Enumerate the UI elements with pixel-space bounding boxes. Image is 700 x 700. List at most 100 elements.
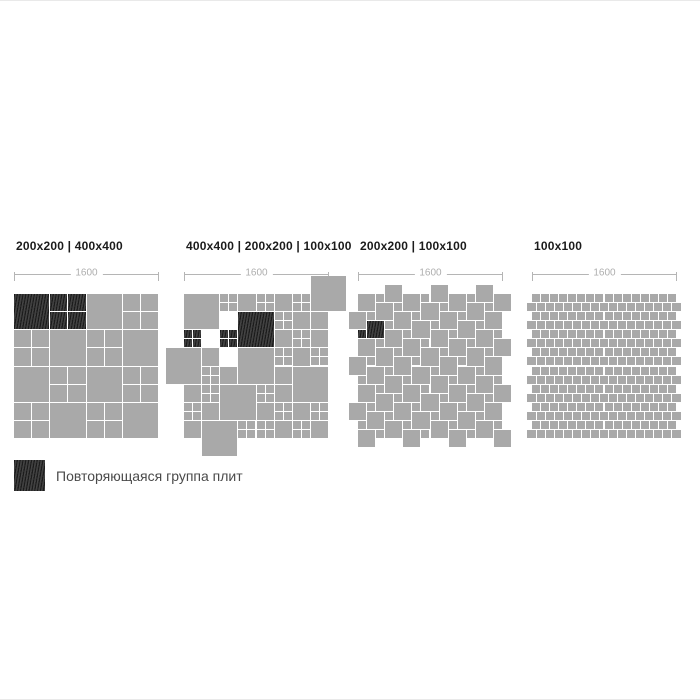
tile: [358, 375, 367, 384]
tile: [654, 357, 663, 366]
tile: [439, 393, 448, 402]
tile: [658, 330, 667, 339]
tile: [310, 420, 328, 438]
tile: [532, 312, 541, 321]
tile: [140, 384, 158, 402]
repeating-group-tile: [184, 330, 193, 339]
tile: [211, 366, 220, 375]
tile: [86, 420, 104, 438]
tile: [654, 321, 663, 330]
tile: [604, 420, 613, 429]
tile: [385, 321, 394, 330]
tile: [577, 420, 586, 429]
tile: [563, 429, 572, 438]
tile: [640, 384, 649, 393]
tile: [310, 402, 319, 411]
tile: [466, 393, 484, 411]
tile: [627, 375, 636, 384]
dimension-line: 1600: [532, 267, 677, 281]
tile: [604, 384, 613, 393]
tile: [484, 393, 493, 402]
tile: [274, 366, 292, 384]
tile: [595, 402, 604, 411]
tile: [622, 384, 631, 393]
tile: [627, 303, 636, 312]
tile: [663, 303, 672, 312]
tile: [609, 411, 618, 420]
repeating-group-tile: [193, 339, 202, 348]
tile: [649, 384, 658, 393]
tile: [554, 411, 563, 420]
tile: [367, 411, 385, 429]
tile: [466, 384, 475, 393]
tile: [672, 303, 681, 312]
tile: [568, 402, 577, 411]
tile: [672, 393, 681, 402]
tile: [358, 339, 376, 357]
tile: [545, 393, 554, 402]
tile: [545, 321, 554, 330]
tile: [86, 366, 122, 402]
tile: [274, 348, 283, 357]
tile: [430, 366, 439, 375]
tile: [658, 312, 667, 321]
tile-pattern: [165, 275, 347, 457]
tile: [466, 429, 475, 438]
tile: [581, 339, 590, 348]
tile: [448, 384, 466, 402]
dimension-line: 1600: [14, 267, 159, 281]
tile: [550, 330, 559, 339]
tile: [672, 339, 681, 348]
tile: [86, 402, 104, 420]
tile: [394, 312, 412, 330]
tile: [247, 420, 256, 429]
tile: [211, 393, 220, 402]
tile: [140, 294, 158, 312]
tile: [412, 411, 430, 429]
tile-pattern: [14, 294, 159, 439]
repeating-group-tile: [14, 294, 50, 330]
tile: [184, 384, 202, 402]
tile: [541, 366, 550, 375]
tile: [348, 312, 367, 330]
tile: [609, 429, 618, 438]
panel-200x200-100x100: 200x200 | 100x100 1600: [348, 233, 512, 503]
tile: [609, 375, 618, 384]
tile: [658, 348, 667, 357]
tile: [122, 330, 158, 366]
tile: [604, 330, 613, 339]
tile: [527, 357, 536, 366]
tile: [654, 303, 663, 312]
tile: [220, 384, 256, 420]
repeating-group-tile: [50, 312, 68, 330]
tile: [376, 384, 385, 393]
tile: [599, 303, 609, 312]
tile: [586, 348, 595, 357]
tile: [563, 339, 572, 348]
tile: [68, 384, 86, 402]
tile: [563, 303, 572, 312]
tile: [448, 375, 457, 384]
tile: [274, 420, 292, 438]
tile: [536, 393, 545, 402]
tile: [627, 339, 636, 348]
tile: [622, 294, 631, 303]
tile: [292, 294, 301, 303]
tile: [301, 420, 310, 429]
tile: [536, 411, 545, 420]
tile: [493, 294, 512, 312]
panel-400x400-200x200-100x100: 400x400 | 200x200 | 100x100 1600: [165, 233, 351, 503]
tile: [274, 294, 292, 312]
tile: [412, 402, 421, 411]
tile: [572, 375, 581, 384]
tile: [484, 303, 493, 312]
tile: [475, 321, 484, 330]
panel-100x100: 100x100 1600: [527, 233, 681, 503]
tile: [595, 312, 604, 321]
tile: [283, 321, 292, 330]
tile: [599, 375, 609, 384]
tile: [283, 402, 292, 411]
tile: [238, 348, 274, 384]
panel-200x200-400x400: 200x200 | 400x400 1600: [14, 233, 159, 503]
tile: [385, 420, 403, 438]
